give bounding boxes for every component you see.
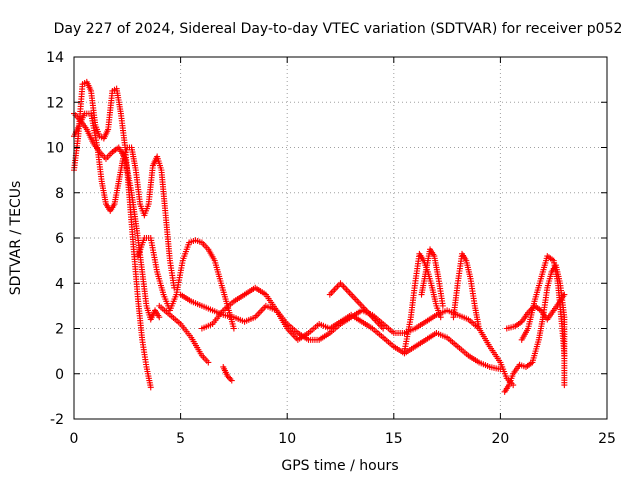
data-point: [230, 325, 237, 332]
data-point: [228, 377, 235, 384]
x-axis-label: GPS time / hours: [281, 458, 398, 474]
data-points: [71, 78, 568, 395]
x-tick-label: 20: [491, 431, 509, 447]
y-tick-label: -2: [50, 412, 64, 428]
data-point: [147, 384, 154, 391]
y-tick-label: 8: [55, 186, 64, 202]
data-point: [476, 325, 483, 332]
axis-ticks: [73, 56, 608, 420]
x-tick-label: 15: [385, 431, 403, 447]
x-tick-label: 0: [70, 431, 79, 447]
y-axis-label: SDTVAR / TECUs: [8, 181, 24, 296]
chart-title: Day 227 of 2024, Sidereal Day-to-day VTE…: [54, 21, 623, 37]
y-tick-label: 14: [46, 50, 64, 66]
data-point: [561, 352, 568, 359]
data-point: [380, 325, 387, 332]
y-tick-label: 2: [55, 322, 64, 338]
data-point: [227, 376, 234, 383]
data-point: [561, 382, 568, 389]
data-point: [205, 359, 212, 366]
y-tick-label: 12: [46, 95, 64, 111]
x-tick-label: 5: [176, 431, 185, 447]
y-tick-labels: -2 0 2 4 6 8 10 12 14: [46, 50, 64, 428]
x-tick-label: 10: [278, 431, 296, 447]
data-point: [437, 314, 444, 321]
y-tick-label: 0: [55, 367, 64, 383]
x-tick-label: 25: [598, 431, 616, 447]
y-tick-label: 4: [55, 276, 64, 292]
y-tick-label: 6: [55, 231, 64, 247]
y-tick-label: 10: [46, 141, 64, 157]
data-point: [156, 314, 163, 321]
data-point: [561, 291, 568, 298]
x-tick-labels: 0 5 10 15 20 25: [70, 431, 616, 447]
grid: [74, 57, 607, 419]
data-point: [439, 302, 446, 309]
